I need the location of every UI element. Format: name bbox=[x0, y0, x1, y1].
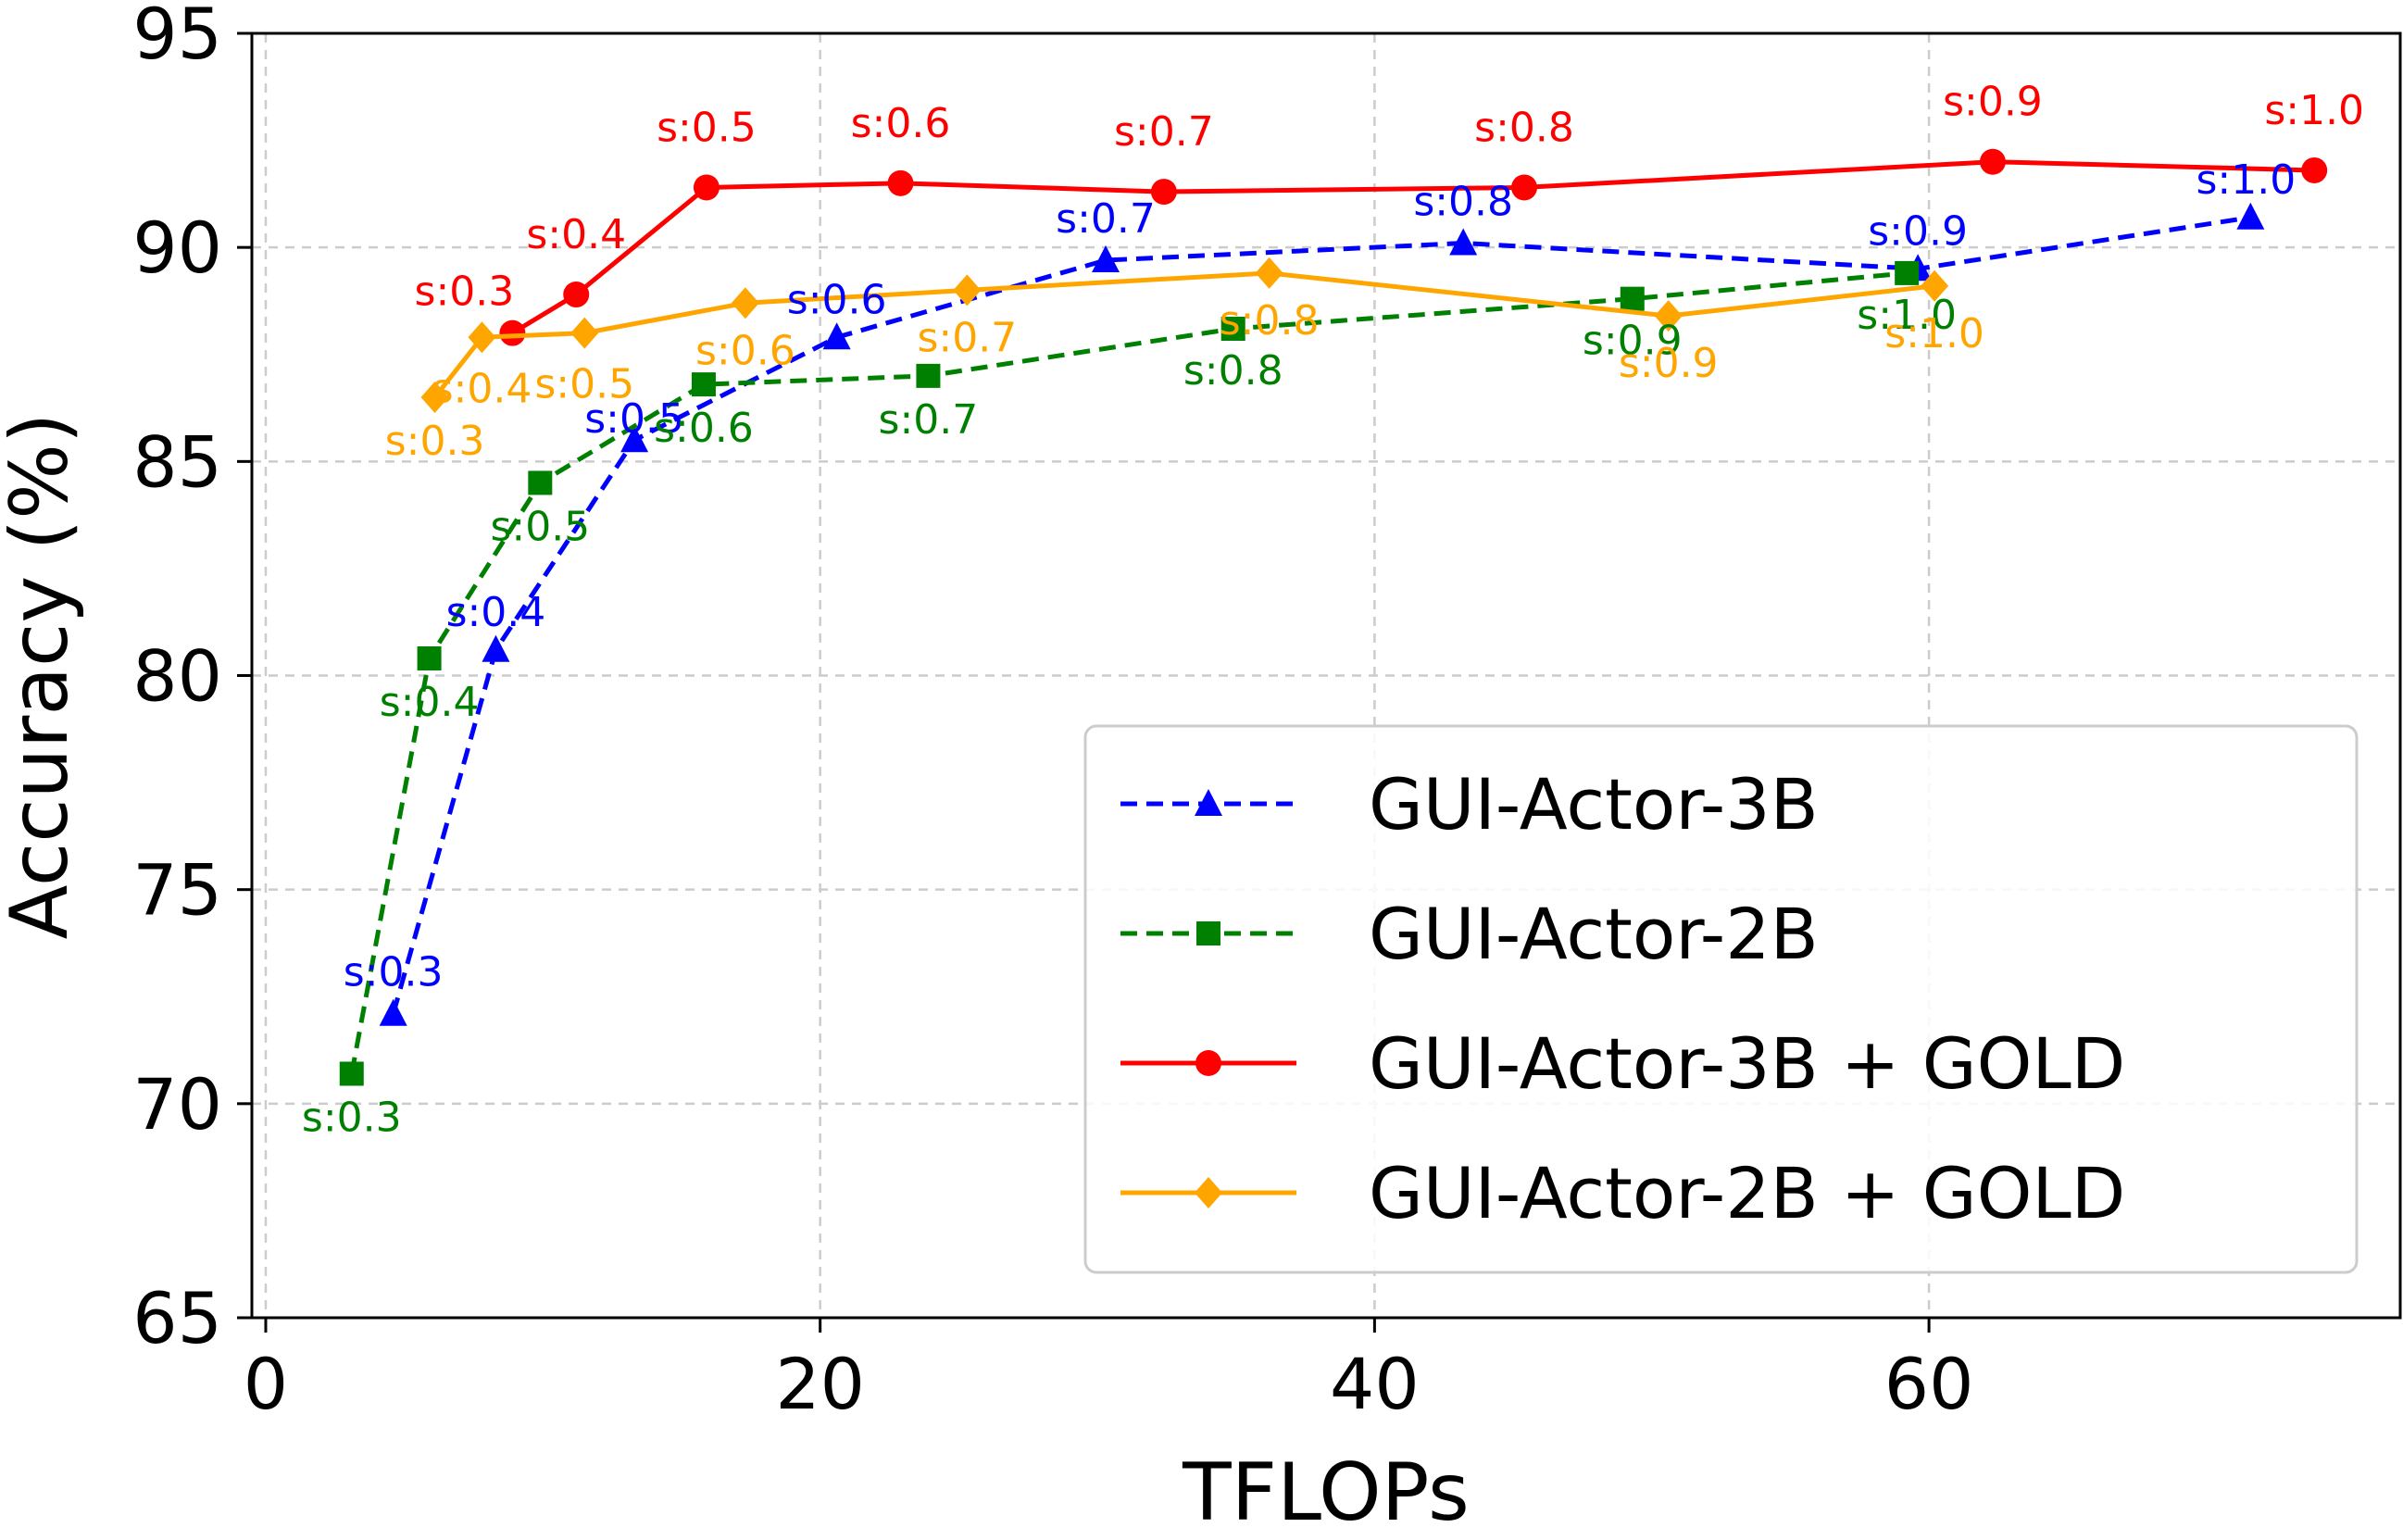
diamond-marker bbox=[1654, 300, 1683, 332]
point-label: s:0.6 bbox=[695, 327, 795, 374]
diamond-marker bbox=[468, 321, 496, 354]
point-label: s:0.9 bbox=[1868, 207, 1968, 255]
series-gui-actor-3b-gold bbox=[499, 148, 2328, 346]
x-tick-label: 20 bbox=[775, 1343, 865, 1425]
y-tick-label: 85 bbox=[132, 420, 222, 503]
y-tick-label: 75 bbox=[132, 849, 222, 932]
square-marker bbox=[528, 470, 553, 495]
legend-label: GUI-Actor-2B bbox=[1369, 893, 1819, 975]
y-axis-title: Accuracy (%) bbox=[0, 413, 86, 940]
series-layer bbox=[339, 148, 2328, 1086]
circle-marker bbox=[693, 174, 720, 201]
triangle-marker bbox=[1195, 789, 1222, 816]
triangle-marker bbox=[620, 425, 649, 453]
triangle-marker bbox=[1449, 228, 1478, 256]
legend-entry: GUI-Actor-3B bbox=[1120, 763, 1819, 845]
circle-marker bbox=[563, 282, 590, 308]
point-label: s:0.4 bbox=[526, 211, 626, 258]
square-marker bbox=[339, 1061, 364, 1086]
x-tick-label: 40 bbox=[1330, 1343, 1420, 1425]
triangle-marker bbox=[482, 634, 510, 662]
circle-marker bbox=[1150, 179, 1177, 206]
point-label: s:0.8 bbox=[1183, 347, 1283, 394]
point-label: s:1.0 bbox=[1884, 310, 1984, 357]
series-gui-actor-2b-gold bbox=[420, 257, 1949, 413]
x-tick-label: 60 bbox=[1884, 1343, 1974, 1425]
legend-entry: GUI-Actor-2B + GOLD bbox=[1120, 1152, 2125, 1234]
triangle-marker bbox=[379, 998, 407, 1026]
diamond-marker bbox=[570, 317, 599, 349]
point-label: s:0.4 bbox=[432, 365, 532, 412]
y-tick-label: 80 bbox=[132, 635, 222, 718]
point-label: s:0.6 bbox=[851, 100, 951, 147]
point-label: s:0.9 bbox=[1943, 79, 2043, 126]
point-label: s:0.7 bbox=[1114, 108, 1214, 156]
diamond-marker bbox=[1255, 257, 1283, 289]
point-label: s:0.5 bbox=[490, 503, 590, 550]
point-label: s:0.3 bbox=[385, 418, 485, 465]
point-label: s:0.3 bbox=[302, 1094, 402, 1141]
circle-marker bbox=[1979, 148, 2006, 175]
circle-marker bbox=[1195, 1050, 1221, 1076]
circle-marker bbox=[1511, 174, 1538, 201]
circle-marker bbox=[499, 319, 526, 346]
square-marker bbox=[417, 646, 442, 671]
point-label: s:0.5 bbox=[584, 395, 684, 443]
triangle-marker bbox=[2236, 202, 2265, 230]
point-label: s:1.0 bbox=[1857, 292, 1957, 339]
legend-box bbox=[1083, 724, 2359, 1274]
y-tick-label: 65 bbox=[132, 1277, 222, 1359]
point-label: s:0.4 bbox=[380, 679, 480, 726]
point-label: s:0.7 bbox=[879, 396, 979, 444]
y-tick-label: 95 bbox=[132, 0, 222, 75]
legend: GUI-Actor-3B GUI-Actor-2B GUI-Actor-3B + G… bbox=[1083, 724, 2359, 1274]
point-label: s:1.0 bbox=[2264, 87, 2364, 134]
point-label: s:0.7 bbox=[917, 314, 1017, 361]
point-label: s:0.7 bbox=[1056, 195, 1156, 243]
square-marker bbox=[1895, 260, 1920, 285]
point-label: s:0.4 bbox=[446, 589, 546, 636]
point-label: s:0.5 bbox=[534, 361, 634, 408]
triangle-marker bbox=[822, 322, 851, 350]
point-labels: s:0.3s:0.4s:0.5s:0.6s:0.7 s:0.8s:0.9s:1.0… bbox=[302, 79, 2364, 1142]
x-tick-label: 0 bbox=[244, 1343, 288, 1425]
point-label: s:0.6 bbox=[787, 276, 887, 323]
legend-entry: GUI-Actor-3B + GOLD bbox=[1120, 1022, 2125, 1105]
legend-label: GUI-Actor-3B + GOLD bbox=[1369, 1022, 2125, 1105]
circle-marker bbox=[2301, 157, 2328, 183]
point-label: s:1.0 bbox=[2196, 157, 2296, 204]
square-marker bbox=[916, 363, 941, 388]
point-label: s:0.9 bbox=[1619, 340, 1719, 387]
point-label: s:0.8 bbox=[1474, 104, 1574, 151]
point-label: s:0.8 bbox=[1413, 179, 1513, 226]
series-line bbox=[432, 270, 1935, 399]
point-label: s:0.3 bbox=[415, 269, 515, 316]
diamond-marker bbox=[420, 381, 449, 413]
square-marker bbox=[1220, 317, 1245, 342]
point-label: s:0.3 bbox=[344, 949, 444, 996]
diamond-marker bbox=[1195, 1177, 1222, 1208]
series-line bbox=[511, 159, 2315, 335]
point-label: s:0.5 bbox=[657, 104, 757, 151]
axis-ticks: 0 20 40 60 65 70 75 80 85 90 95 bbox=[132, 0, 1973, 1425]
point-label: s:0.6 bbox=[654, 405, 754, 452]
y-tick-label: 70 bbox=[132, 1063, 222, 1146]
diamond-marker bbox=[953, 274, 982, 307]
diamond-marker bbox=[731, 287, 759, 319]
y-tick-label: 90 bbox=[132, 207, 222, 289]
point-label: s:0.9 bbox=[1583, 318, 1683, 365]
square-marker bbox=[1620, 286, 1645, 311]
x-axis-title: TFLOPs bbox=[1182, 1446, 1470, 1539]
square-marker bbox=[1196, 921, 1220, 945]
circle-marker bbox=[887, 169, 914, 196]
square-marker bbox=[691, 372, 716, 397]
triangle-marker bbox=[1092, 245, 1120, 273]
diamond-marker bbox=[1921, 269, 1949, 302]
legend-label: GUI-Actor-2B + GOLD bbox=[1369, 1152, 2125, 1234]
legend-entry: GUI-Actor-2B bbox=[1120, 893, 1819, 975]
point-label: s:0.8 bbox=[1220, 297, 1320, 344]
legend-label: GUI-Actor-3B bbox=[1369, 763, 1819, 845]
